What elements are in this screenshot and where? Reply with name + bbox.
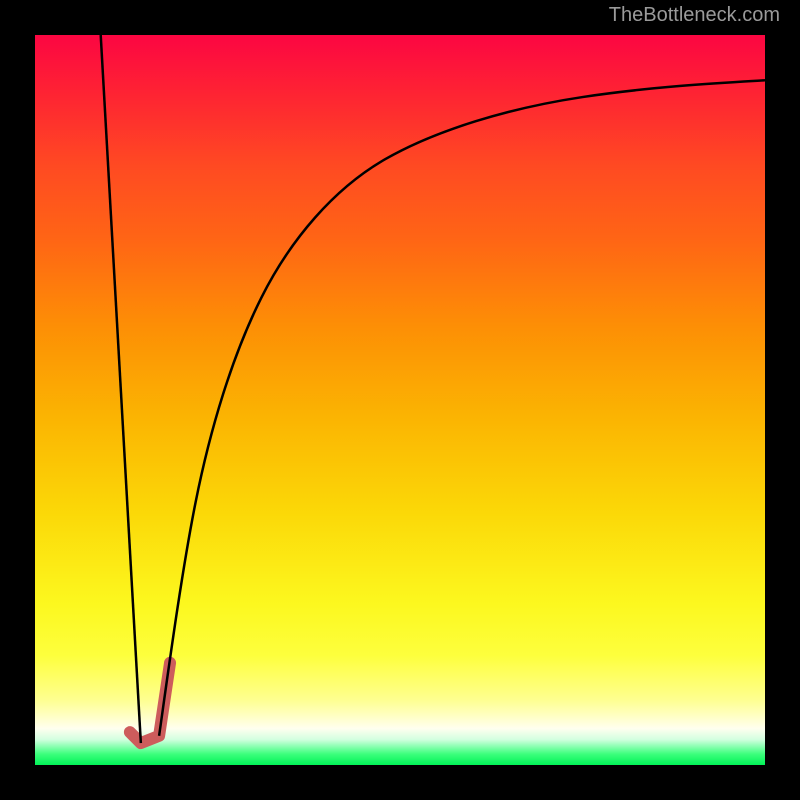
chart-svg	[35, 35, 765, 765]
gradient-background	[35, 35, 765, 765]
watermark-text: TheBottleneck.com	[609, 4, 780, 27]
chart-plot-area	[35, 35, 765, 765]
